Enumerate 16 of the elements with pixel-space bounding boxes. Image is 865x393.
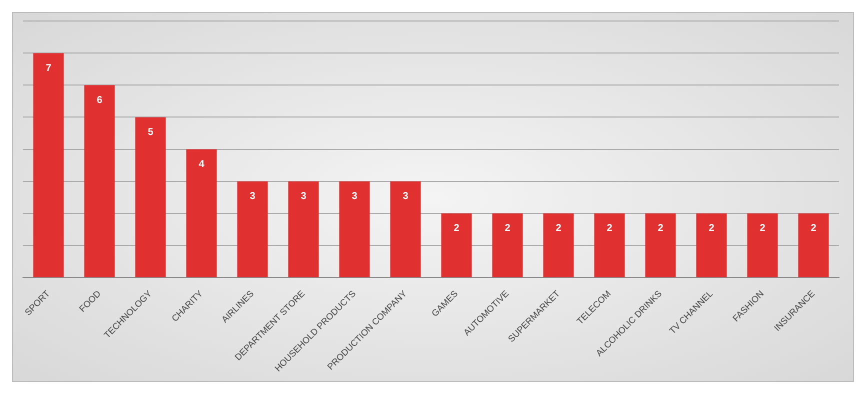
data-label: 2 xyxy=(504,223,511,234)
data-label: 2 xyxy=(606,223,613,234)
data-label: 2 xyxy=(760,223,766,234)
data-label: 3 xyxy=(300,191,307,202)
data-label: 2 xyxy=(658,223,664,234)
data-label: 3 xyxy=(352,191,358,202)
data-label: 4 xyxy=(198,159,205,170)
data-label: 5 xyxy=(148,126,154,138)
data-label: 2 xyxy=(810,223,817,234)
data-label: 3 xyxy=(250,191,256,202)
data-label: 2 xyxy=(556,223,562,234)
data-label: 6 xyxy=(96,94,103,106)
data-label: 7 xyxy=(46,62,52,74)
data-label: 2 xyxy=(454,223,460,234)
data-label: 2 xyxy=(708,223,715,234)
data-label: 3 xyxy=(402,191,409,202)
